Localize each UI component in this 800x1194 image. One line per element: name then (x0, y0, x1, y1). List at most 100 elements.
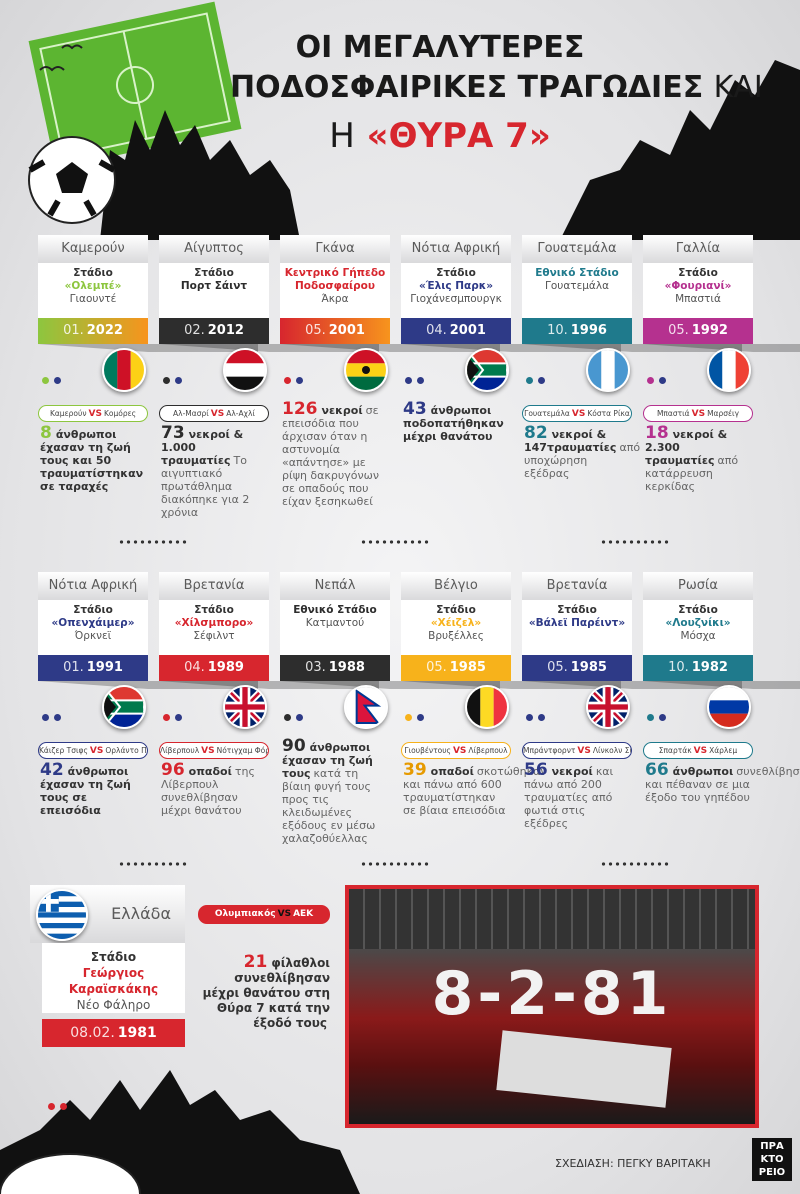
description-strong: φίλαθλοι συνεθλίβησαν μέχρι θανάτου στη … (202, 956, 330, 1030)
description-strong: άνθρωποι έχασαν τη ζωή τους (282, 741, 373, 780)
vs-label: VS (201, 746, 215, 756)
stadium-name: «Λουζνίκι» (665, 617, 731, 629)
vs-label: VS (89, 746, 104, 756)
photo-caption: 8-2-81 (431, 959, 673, 1029)
description: 66άνθρωποισυνεθλίβησαν και πέθαναν σε μι… (645, 762, 800, 805)
flag-part (104, 687, 144, 727)
footer-art (0, 1070, 360, 1194)
photo-roof (349, 889, 755, 949)
stadium-city: Μπαστιά (675, 293, 721, 305)
stadium: Στάδιο «Βάλεϊ Παρέιντ» (522, 600, 632, 655)
band-shadow (522, 344, 742, 352)
flag (465, 685, 509, 729)
description: 96 οπαδοί της Λίβερπουλ συνεθλίβησαν μέχρι… (161, 762, 269, 818)
band-shadow (401, 681, 621, 689)
stadium-label: Στάδιο (73, 604, 113, 616)
flag (102, 685, 146, 729)
flag (465, 348, 509, 392)
match: Σπαρτάκ VS Χάρλεμ (643, 742, 753, 759)
description-strong: άνθρωποι έχασαν τη ζωή τους και 50 τραυμ… (40, 428, 144, 493)
incident-card: Γκάνα Κεντρικό Γήπεδο Ποδοσφαίρου Άκρα 05. 2… (280, 235, 500, 515)
team: Ολυμπιακός (214, 909, 276, 919)
stadium-label: Στάδιο (90, 950, 137, 964)
date-band: 08.02. 1981 (42, 1019, 185, 1047)
death-toll: 96 (161, 760, 185, 780)
stadium-label: Στάδιο (436, 267, 476, 279)
ball-patches (28, 159, 116, 217)
description: 43 άνθρωποι ποδοπατήθηκαν μέχρι θανάτου (403, 401, 511, 444)
dot (42, 714, 49, 721)
logo-line: ΠΡΑ (760, 1141, 784, 1152)
dot (284, 377, 291, 384)
description-text: από κατάρρευση κερκίδας (645, 454, 739, 493)
flag-part (225, 376, 265, 390)
band-shadow (280, 681, 500, 689)
dot (417, 714, 424, 721)
title-line: ΠΟΔΟΣΦΑΙΡΙΚΕΣ ΤΡΑΓΩΔΙΕΣ ΚΑΙ (230, 68, 763, 108)
flag-part (467, 355, 479, 385)
death-toll: 42 (40, 760, 64, 780)
flag-image (588, 687, 628, 727)
stadium-city: Σέφιλντ (193, 630, 235, 642)
team: Κομόρες (103, 409, 137, 418)
incident-card: Βρετανία Στάδιο «Χίλσμπορο» Σέφιλντ 04. 1989 Λ… (159, 572, 379, 852)
date-year: 2001 (449, 323, 486, 338)
separator (118, 540, 188, 544)
date-year: 1982 (691, 660, 728, 675)
dot (296, 714, 303, 721)
dot (405, 377, 412, 384)
dot (42, 377, 49, 384)
description: 126 νεκροί σε επεισόδια που άρχισαν όταν η… (282, 401, 390, 509)
stadium-city: Γιοχάνεσμπουργκ (410, 293, 502, 305)
date-year: 1996 (570, 323, 607, 338)
country: Νότια Αφρική (38, 572, 148, 600)
flag-image (38, 891, 86, 939)
title-text: ΠΟΔΟΣΦΑΙΡΙΚΕΣ ΤΡΑΓΩΔΙΕΣ (230, 70, 704, 105)
date-band: 10. 1982 (643, 655, 753, 681)
country: Νεπάλ (280, 572, 390, 600)
band-shadow (159, 681, 379, 689)
photo: 8-2-81 (345, 885, 759, 1128)
dot (175, 714, 182, 721)
stadium-name: «Φουριανί» (664, 280, 732, 292)
flag-part (38, 896, 86, 902)
date-year: 2022 (86, 323, 123, 338)
description-strong: άνθρωποι (672, 765, 734, 778)
date-band: 01. 1991 (38, 655, 148, 681)
date-year: 1991 (86, 660, 123, 675)
flag-part (588, 350, 602, 390)
description-strong: νεκροί (321, 404, 363, 417)
country: Βρετανία (522, 572, 632, 600)
flag-image (104, 687, 144, 727)
death-toll: 66 (645, 760, 669, 780)
flag-part (130, 350, 144, 390)
description: 56 νεκροί και πάνω από 200 τραυματίες από … (524, 762, 632, 831)
stadium-label: Στάδιο (73, 267, 113, 279)
date-day: 03. (305, 660, 326, 675)
date-day: 10. (547, 323, 568, 338)
stadium-label: Στάδιο (194, 267, 234, 279)
description-text: από υποχώρηση εξέδρας (524, 441, 641, 480)
description-text: Το αιγυπτιακό πρωτάθλημα διακόπηκε για 2… (161, 454, 250, 519)
date-band: 05. 1985 (522, 655, 632, 681)
band-shadow (401, 344, 621, 352)
country: Νότια Αφρική (401, 235, 511, 263)
death-toll: 73 (161, 423, 185, 443)
stadium-label: Στάδιο (678, 267, 718, 279)
pitch-line (122, 30, 148, 140)
date-day: 02. (184, 323, 205, 338)
vs-label: VS (571, 409, 586, 419)
incident-card: Ρωσία Στάδιο «Λουζνίκι» Μόσχα 10. 1982 Σπαρτάκ… (643, 572, 800, 852)
team: Κάιζερ Τσιφς (39, 746, 88, 755)
band-shadow (38, 681, 258, 689)
match: Γουατεμάλα VS Κόστα Ρίκα (522, 405, 632, 422)
team: Αλ-Μασρί (173, 409, 209, 418)
stadium: Στάδιο «Οπενχάιμερ» Όρκνεϊ (38, 600, 148, 655)
flag-part (38, 901, 86, 907)
flag-part (493, 687, 507, 727)
description: 21 φίλαθλοι συνεθλίβησαν μέχρι θανάτου στ… (200, 954, 330, 1031)
separator (600, 862, 670, 866)
dot (163, 714, 170, 721)
flag-part (104, 692, 116, 722)
